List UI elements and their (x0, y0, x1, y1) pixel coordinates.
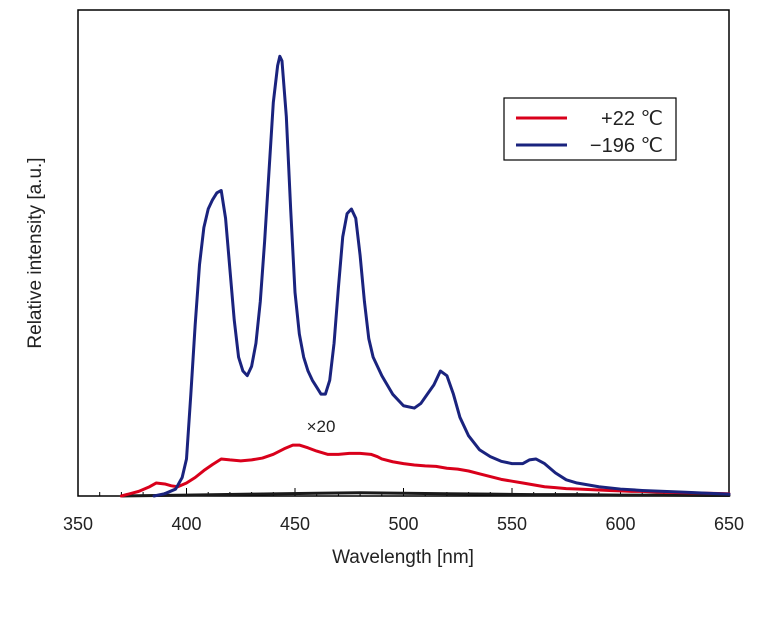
x-tick-label: 550 (497, 514, 527, 534)
series-minus196c-line (152, 54, 731, 498)
legend-label-22c: +22 ℃ (601, 108, 663, 130)
legend-box (503, 97, 677, 161)
legend-label-minus196c: −196 ℃ (590, 135, 663, 157)
series-baseline-line (119, 491, 731, 498)
series-22c-line (119, 443, 731, 498)
x-axis-title: Wavelength [nm] (332, 547, 474, 568)
x-tick-label: 650 (714, 514, 744, 534)
x-tick-label: 500 (388, 514, 418, 534)
x-tick-label: 400 (171, 514, 201, 534)
scale-annotation: ×20 (307, 417, 336, 436)
series-layer (119, 54, 731, 498)
y-axis-title: Relative intensity [a.u.] (25, 157, 46, 348)
x-tick-labels: 350 400 450 500 550 600 650 (63, 514, 744, 534)
x-tick-label: 350 (63, 514, 93, 534)
legend: +22 ℃ −196 ℃ (503, 97, 677, 161)
x-tick-label: 600 (605, 514, 635, 534)
x-tick-label: 450 (280, 514, 310, 534)
plot-frame (77, 9, 730, 497)
